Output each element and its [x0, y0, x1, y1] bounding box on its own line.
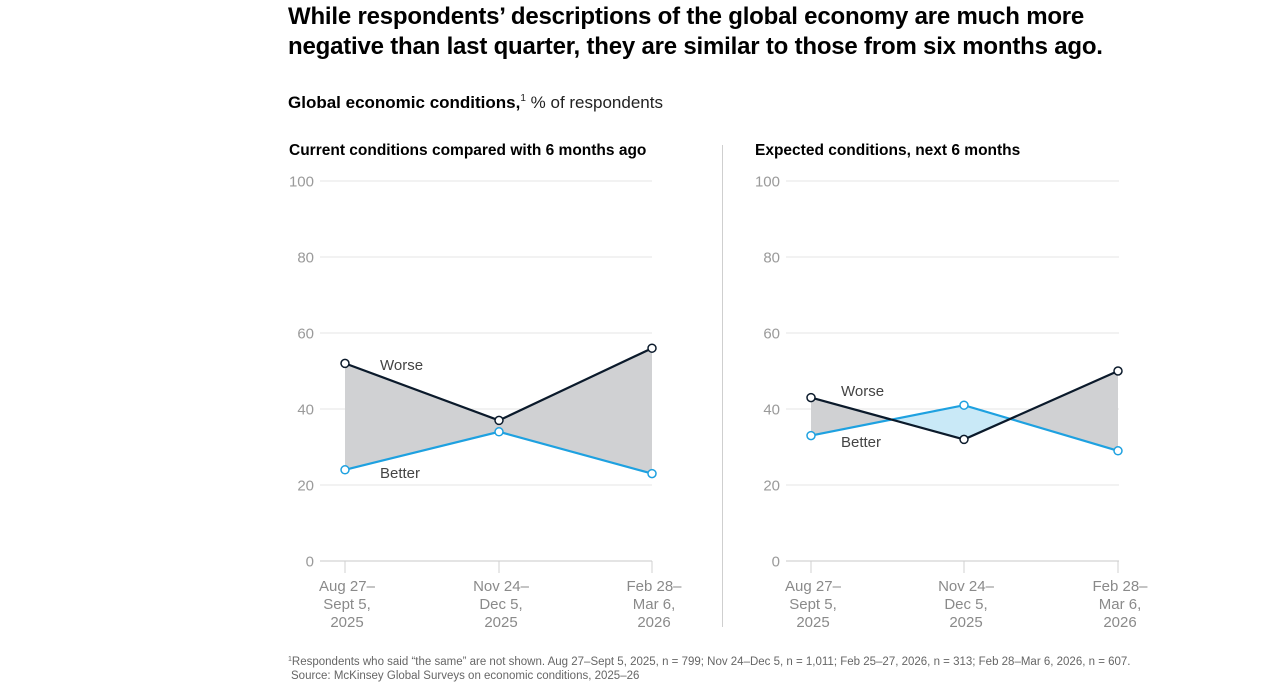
- panel-divider: [722, 145, 723, 627]
- y-tick-label: 0: [772, 554, 780, 571]
- y-tick-label: 100: [755, 174, 780, 191]
- x-tick-label: Aug 27–: [319, 578, 376, 595]
- data-point-better: [494, 427, 504, 437]
- x-tick-label: 2025: [330, 614, 363, 631]
- data-point-worse: [647, 343, 657, 353]
- x-tick-label: Sept 5,: [323, 596, 371, 613]
- data-point-better: [647, 468, 657, 479]
- gap-area: [811, 397, 892, 436]
- x-tick-label: 2026: [1103, 614, 1136, 631]
- footnote-marker: 1: [288, 656, 292, 663]
- gap-area: [499, 348, 652, 474]
- x-tick-label: 2025: [796, 614, 829, 631]
- panel-title: Current conditions compared with 6 month…: [289, 142, 646, 159]
- data-point-worse: [959, 434, 969, 445]
- x-tick-label: Dec 5,: [944, 596, 987, 613]
- y-tick-label: 20: [297, 478, 314, 495]
- y-tick-label: 40: [763, 402, 780, 419]
- x-tick-label: Aug 27–: [785, 578, 842, 595]
- series-label-worse: Worse: [841, 383, 884, 400]
- subtitle-bold: Global economic conditions,: [288, 93, 521, 112]
- y-tick-label: 60: [763, 326, 780, 343]
- panel-title: Expected conditions, next 6 months: [755, 142, 1020, 159]
- y-tick-label: 40: [297, 402, 314, 419]
- x-tick-label: 2026: [637, 614, 670, 631]
- gap-area: [891, 405, 964, 440]
- headline: While respondents’ descriptions of the g…: [288, 3, 1103, 60]
- y-tick-label: 80: [297, 250, 314, 267]
- x-tick-label: Mar 6,: [1099, 596, 1142, 613]
- subtitle-unit: % of respondents: [525, 93, 663, 112]
- data-point-worse: [494, 415, 504, 426]
- data-point-better: [1113, 446, 1123, 456]
- data-point-better: [806, 430, 816, 441]
- y-tick-label: 20: [763, 478, 780, 495]
- subtitle-footnote-marker: 1: [520, 93, 526, 104]
- y-tick-label: 0: [306, 554, 314, 571]
- x-tick-label: Nov 24–: [473, 578, 530, 595]
- x-tick-label: Nov 24–: [938, 578, 995, 595]
- series-label-better: Better: [841, 434, 881, 451]
- gap-area: [1010, 371, 1118, 451]
- data-point-worse: [340, 358, 350, 369]
- y-tick-label: 80: [763, 250, 780, 267]
- data-point-worse: [1113, 366, 1123, 376]
- x-tick-label: 2025: [484, 614, 517, 631]
- data-point-better: [959, 400, 969, 410]
- gap-area: [964, 405, 1011, 440]
- y-tick-label: 60: [297, 326, 314, 343]
- x-tick-label: 2025: [949, 614, 982, 631]
- y-tick-label: 100: [289, 174, 314, 191]
- x-tick-label: Sept 5,: [789, 596, 837, 613]
- x-tick-label: Mar 6,: [633, 596, 676, 613]
- footnote: 1Respondents who said “the same” are not…: [288, 653, 1131, 683]
- data-point-worse: [806, 392, 816, 403]
- series-label-worse: Worse: [380, 357, 423, 374]
- x-tick-label: Feb 28–: [626, 578, 682, 595]
- chart-subtitle: Global economic conditions,1 % of respon…: [288, 93, 663, 113]
- data-point-better: [340, 465, 350, 475]
- series-label-better: Better: [380, 465, 420, 482]
- source-note: Source: McKinsey Global Surveys on econo…: [291, 670, 640, 682]
- footnote-text: Respondents who said “the same” are not …: [291, 656, 1131, 668]
- gap-area: [345, 363, 499, 470]
- x-tick-label: Dec 5,: [479, 596, 522, 613]
- x-tick-label: Feb 28–: [1092, 578, 1148, 595]
